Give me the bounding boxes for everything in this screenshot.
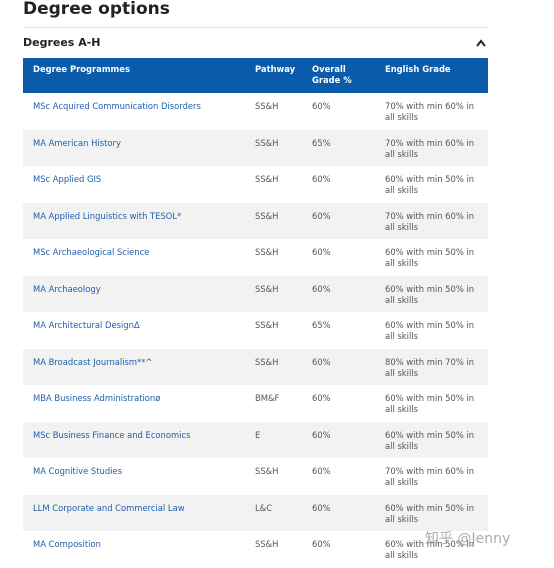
programme-link[interactable]: MA Archaeology — [33, 283, 101, 294]
programme-link[interactable]: MBA Business Administrationø — [33, 393, 161, 403]
cell: SS&H — [245, 275, 302, 312]
cell: 60% with min 50% in all skills — [385, 320, 475, 341]
programme-link[interactable]: MSc Acquired Communication Disorders — [33, 101, 201, 111]
programme-link[interactable]: MSc Archaeological Science — [33, 247, 150, 257]
table-row: MA Applied Linguistics with TESOL* SS&H 60… — [23, 202, 488, 239]
cell: 60% — [312, 466, 331, 476]
cell: 60% — [312, 247, 331, 257]
table-row: MA Archaeology SS&H 60% 60% with min 50% in… — [23, 275, 488, 312]
cell: 60% — [302, 348, 375, 385]
cell: 60% with min 50% in all skills — [375, 275, 488, 312]
cell: 65% — [302, 129, 375, 166]
cell: 60% with min 50% in all skills — [375, 421, 488, 458]
programme-link[interactable]: MA Applied Linguistics with TESOL* — [33, 210, 182, 221]
table-row: MSc Archaeological Science SS&H 60% 60% wit… — [23, 239, 488, 276]
cell: SS&H — [245, 202, 302, 239]
cell: 60% with min 50% in all skills — [385, 174, 475, 195]
cell: MSc Business Finance and Economics — [23, 421, 245, 458]
cell: 60% with min 50% in all skills — [375, 494, 488, 531]
page-title: Degree options — [23, 0, 170, 19]
cell: 60% with min 50% in all skills — [385, 247, 475, 268]
table-row: MSc Acquired Communication Disorders SS&H… — [23, 93, 488, 130]
cell: 60% with min 50% in all skills — [385, 393, 475, 414]
cell: LLM Corporate and Commercial Law — [23, 494, 245, 531]
cell: 60% — [302, 275, 375, 312]
divider — [23, 27, 488, 28]
table-row: MA American History SS&H 65% 70% with min 6… — [23, 129, 488, 166]
table-row: MA Architectural DesignΔ SS&H 65% 60% with … — [23, 312, 488, 349]
cell: 60% — [302, 421, 375, 458]
cell: SS&H — [245, 348, 302, 385]
cell: BM&F — [255, 393, 280, 403]
cell: SS&H — [255, 466, 279, 476]
cell: SS&H — [245, 129, 302, 166]
table-row: MBA Business Administrationø BM&F 60% 60% w… — [23, 385, 488, 422]
cell: MA American History — [23, 129, 245, 166]
cell: MA Applied Linguistics with TESOL* — [23, 202, 245, 239]
cell: 65% — [312, 320, 331, 330]
cell: 60% with min 50% in all skills — [385, 539, 475, 560]
programme-link[interactable]: MA Cognitive Studies — [33, 466, 122, 476]
table-row: MSc Business Finance and Economics E 60% 60… — [23, 421, 488, 458]
section-title: Degrees A-H — [23, 36, 101, 49]
cell: SS&H — [255, 247, 279, 257]
cell: SS&H — [255, 174, 279, 184]
cell: MSc Applied GIS — [23, 166, 245, 203]
cell: 80% with min 70% in all skills — [375, 348, 488, 385]
accordion-header[interactable]: Degrees A-H — [23, 36, 488, 52]
cell: L&C — [245, 494, 302, 531]
cell: 60% — [302, 494, 375, 531]
cell: MA Architectural DesignΔ — [23, 312, 245, 349]
table-row: MSc Applied GIS SS&H 60% 60% with min 50% i… — [23, 166, 488, 203]
cell: MA Archaeology — [23, 275, 245, 312]
table-row: LLM Corporate and Commercial Law L&C 60% 60… — [23, 494, 488, 531]
programme-link[interactable]: MA American History — [33, 137, 121, 148]
programme-link[interactable]: MA Broadcast Journalism**^ — [33, 356, 153, 367]
cell: 70% with min 60% in all skills — [375, 202, 488, 239]
cell: MA Broadcast Journalism**^ — [23, 348, 245, 385]
table-header: Degree Programmes Pathway Overall Grade % E… — [23, 58, 488, 93]
cell: MA Composition — [23, 531, 245, 568]
table-body: MSc Acquired Communication Disorders SS&H… — [23, 93, 488, 568]
programme-link[interactable]: MA Composition — [33, 539, 101, 549]
degree-table: Degree Programmes Pathway Overall Grade % E… — [23, 58, 488, 568]
cell: E — [245, 421, 302, 458]
programme-link[interactable]: LLM Corporate and Commercial Law — [33, 502, 185, 513]
cell: 70% with min 60% in all skills — [375, 129, 488, 166]
cell: MBA Business Administrationø — [23, 385, 245, 422]
cell: 60% — [312, 539, 331, 549]
cell: 60% — [312, 174, 331, 184]
cell: MSc Archaeological Science — [23, 239, 245, 276]
cell: SS&H — [255, 101, 279, 111]
programme-link[interactable]: MA Architectural DesignΔ — [33, 320, 140, 330]
cell: SS&H — [255, 320, 279, 330]
cell: 60% — [312, 393, 331, 403]
chevron-up — [476, 39, 486, 47]
cell: 70% with min 60% in all skills — [385, 466, 475, 487]
cell: 60% — [312, 101, 331, 111]
table-row: MA Broadcast Journalism**^ SS&H 60% 80% wit… — [23, 348, 488, 385]
column-header: English Grade — [375, 58, 488, 93]
column-header: Pathway — [245, 58, 302, 93]
table-row: MA Composition SS&H 60% 60% with min 50% in… — [23, 531, 488, 568]
cell: 70% with min 60% in all skills — [385, 101, 475, 122]
watermark: 知乎 @Jenny — [425, 531, 511, 547]
column-header: Overall Grade % — [302, 58, 375, 93]
programme-link[interactable]: MSc Business Finance and Economics — [33, 429, 191, 440]
cell: SS&H — [255, 539, 279, 549]
programme-link[interactable]: MSc Applied GIS — [33, 174, 102, 184]
column-header: Degree Programmes — [23, 58, 245, 93]
cell: MA Cognitive Studies — [23, 458, 245, 495]
table-row: MA Cognitive Studies SS&H 60% 70% with min … — [23, 458, 488, 495]
cell: MSc Acquired Communication Disorders — [23, 93, 245, 130]
cell: 60% — [302, 202, 375, 239]
